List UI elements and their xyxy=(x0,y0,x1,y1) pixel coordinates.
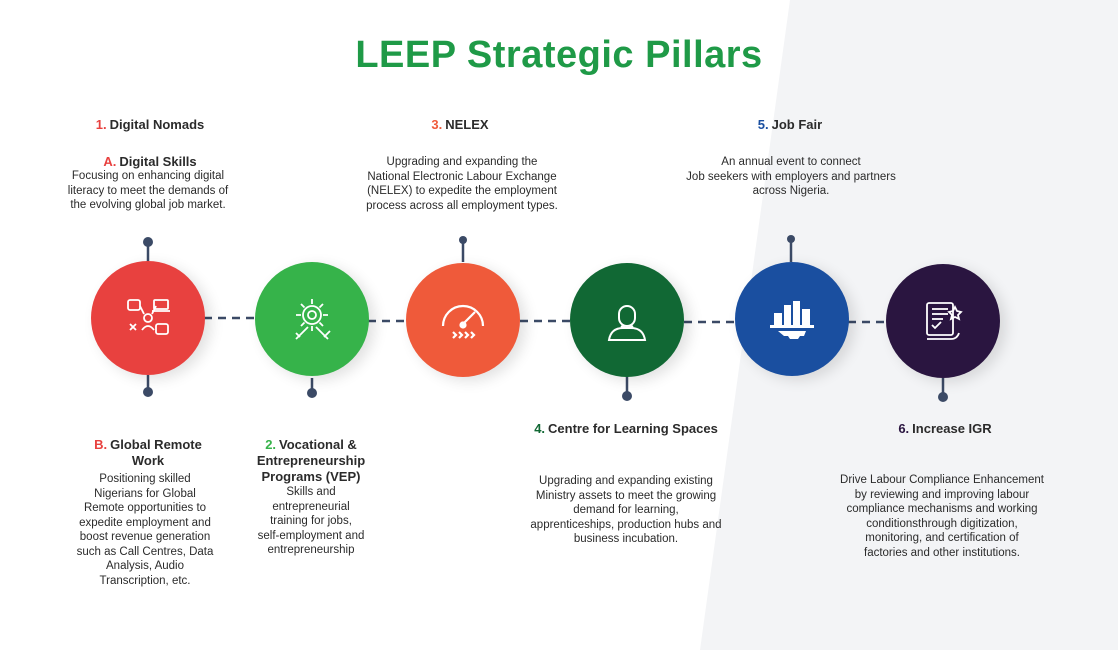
speedometer-icon xyxy=(441,304,485,339)
person-icon xyxy=(607,305,647,341)
pillar-1a-letter: A. xyxy=(103,154,117,169)
pillar-4-label: Centre for Learning Spaces xyxy=(548,421,718,436)
pillar-1b-label: Global Remote Work xyxy=(110,437,202,468)
pillar-3-heading: 3. NELEX xyxy=(380,117,540,133)
pillar-3-label: NELEX xyxy=(445,117,489,132)
pillar-1a-heading: A. Digital Skills xyxy=(60,154,240,170)
pillar-2-heading: 2. Vocational & Entrepreneurship Programs… xyxy=(236,421,386,485)
pillar-1-label: Digital Nomads xyxy=(109,117,205,132)
pillar-2-label: Vocational & Entrepreneurship Programs (… xyxy=(256,437,366,484)
pillar-3-circle xyxy=(406,263,520,377)
pillar-2-number: 2. xyxy=(265,437,277,452)
pillar-2-description: Skills and entrepreneurial training for … xyxy=(257,486,365,556)
pillar-1b-heading: B. Global Remote Work xyxy=(68,421,228,469)
industry-gear-icon xyxy=(770,301,814,339)
pillar-6-heading: 6. Increase IGR xyxy=(870,421,1020,437)
gear-tools-icon xyxy=(295,299,331,340)
pillar-1b-letter: B. xyxy=(94,437,108,452)
pillar-5-circle xyxy=(735,262,849,376)
pillar-1a-label: Digital Skills xyxy=(119,154,197,169)
certificate-icon xyxy=(926,302,963,340)
digital-skills-icon xyxy=(127,299,170,335)
pillar-5-label: Job Fair xyxy=(771,117,823,132)
pillar-6-description: Drive Labour Compliance Enhancement by r… xyxy=(840,474,1044,559)
pillar-3-description: Upgrading and expanding the National Ele… xyxy=(366,156,558,212)
pillar-1-number: 1. xyxy=(95,117,107,132)
pillar-1-heading: 1. Digital Nomads xyxy=(60,117,240,133)
pillar-3-number: 3. xyxy=(431,117,443,132)
pillar-4-heading: 4. Centre for Learning Spaces xyxy=(516,421,736,437)
pillar-1a-description: Focusing on enhancing digital literacy t… xyxy=(67,170,229,211)
pillar-2-circle xyxy=(255,262,369,376)
pillar-4-circle xyxy=(570,263,684,377)
pillar-5-description: An annual event to connect Job seekers w… xyxy=(686,156,896,197)
pillar-5-heading: 5. Job Fair xyxy=(720,117,860,133)
page-title: LEEP Strategic Pillars xyxy=(355,34,763,76)
pillar-6-number: 6. xyxy=(898,421,910,436)
pillar-1-circle xyxy=(91,261,205,375)
pillar-6-circle xyxy=(886,264,1000,378)
pillar-1b-description: Positioning skilled Nigerians for Global… xyxy=(76,473,214,587)
pillar-6-label: Increase IGR xyxy=(912,421,992,436)
pillar-4-number: 4. xyxy=(534,421,546,436)
pillar-4-description: Upgrading and expanding existing Ministr… xyxy=(530,475,722,545)
pillar-5-number: 5. xyxy=(757,117,769,132)
